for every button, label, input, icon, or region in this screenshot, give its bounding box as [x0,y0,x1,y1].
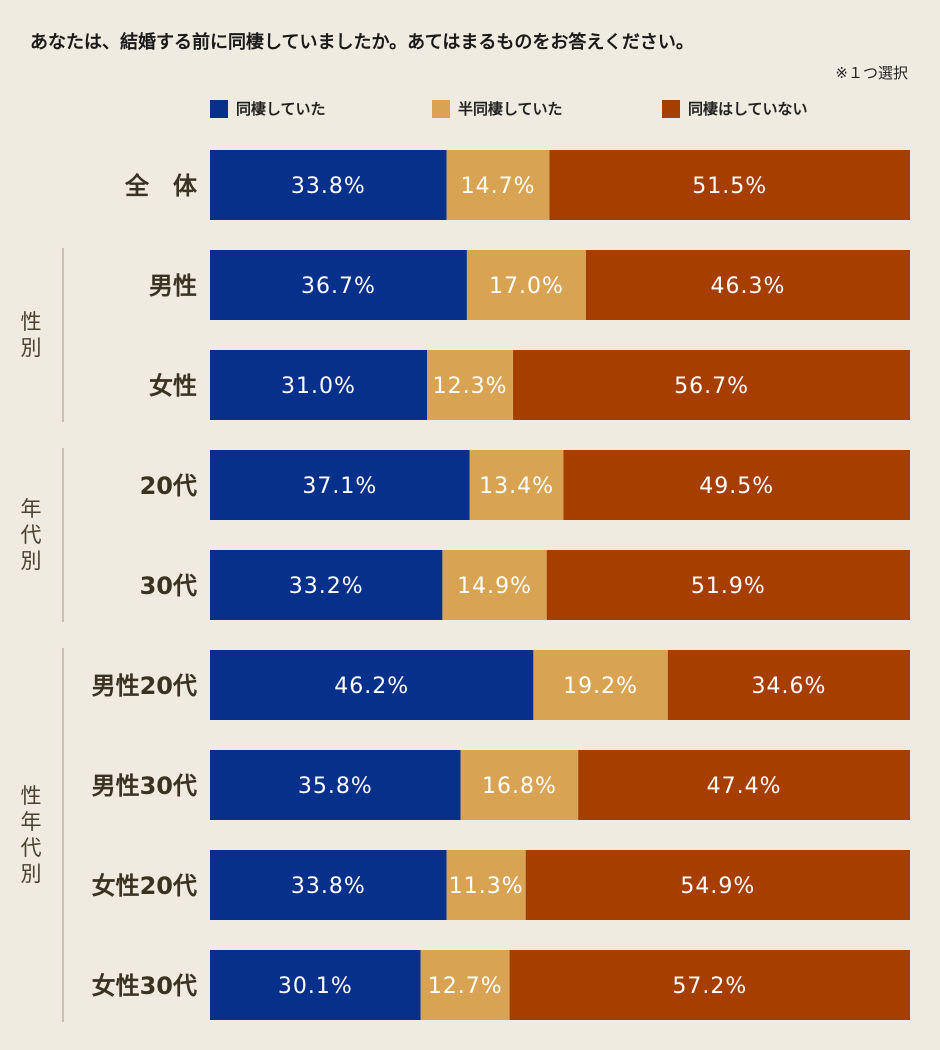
data-label-cohabited: 33.8% [291,874,366,899]
bar-segment-semi-cohabited [446,850,526,920]
legend-swatch-cohabited [210,99,228,118]
data-label-not-cohabited: 46.3% [711,274,786,299]
row-label: 女性 [149,372,197,400]
data-label-not-cohabited: 49.5% [699,474,774,499]
bar-segment-not-cohabited [509,950,910,1020]
bar-segment-not-cohabited [513,350,910,420]
data-label-cohabited: 36.7% [301,274,376,299]
data-label-cohabited: 35.8% [298,774,373,799]
data-label-semi-cohabited: 19.2% [563,674,638,699]
row-label: 女性20代 [92,872,197,900]
legend-label-not-cohabited: 同棲はしていない [688,100,808,118]
bar-segment-semi-cohabited [466,250,586,320]
row-label: 男性20代 [92,672,197,700]
bar-segment-not-cohabited [585,250,910,320]
legend-swatch-not-cohabited [662,99,680,118]
bar-segment-semi-cohabited [442,550,547,620]
data-label-semi-cohabited: 17.0% [489,274,564,299]
bar-segment-semi-cohabited [446,150,550,220]
data-label-semi-cohabited: 11.3% [449,874,524,899]
data-label-not-cohabited: 51.5% [692,174,767,199]
row-label: 男性30代 [92,772,197,800]
row-label: 20代 [140,472,197,500]
data-label-semi-cohabited: 12.3% [433,374,508,399]
row-label: 全 体 [124,172,198,200]
data-label-semi-cohabited: 16.8% [482,774,557,799]
data-label-cohabited: 30.1% [278,974,353,999]
legend-item-semi-cohabited: 半同棲していた [432,98,563,119]
bar-segment-cohabited [210,750,461,820]
data-label-cohabited: 46.2% [334,674,409,699]
group-label: 年代別 [21,497,42,573]
data-label-not-cohabited: 34.6% [751,674,826,699]
data-label-not-cohabited: 51.9% [691,574,766,599]
bar-segment-semi-cohabited [460,750,579,820]
question-title: あなたは、結婚する前に同棲していましたか。あてはまるものをお答えください。 [30,32,694,53]
bar-segment-cohabited [210,950,421,1020]
data-label-cohabited: 37.1% [302,474,377,499]
legend-item-not-cohabited: 同棲はしていない [662,98,808,119]
data-label-cohabited: 31.0% [281,374,356,399]
bar-segment-cohabited [210,550,443,620]
group-label: 性年代別 [21,784,42,886]
bar-segment-semi-cohabited [427,350,514,420]
bar-segment-semi-cohabited [533,650,668,720]
data-label-not-cohabited: 57.2% [672,974,747,999]
data-label-not-cohabited: 54.9% [680,874,755,899]
legend-label-semi-cohabited: 半同棲していた [458,100,563,118]
legend-item-cohabited: 同棲していた [210,98,326,119]
bar-segment-not-cohabited [546,550,910,620]
row-label: 30代 [140,572,197,600]
data-label-cohabited: 33.2% [289,574,364,599]
bar-segment-cohabited [210,150,447,220]
bar-segment-cohabited [210,350,427,420]
bar-segment-cohabited [210,450,470,520]
data-label-semi-cohabited: 14.9% [457,574,532,599]
data-label-cohabited: 33.8% [291,174,366,199]
bar-segment-cohabited [210,250,467,320]
bar-segment-cohabited [210,850,447,920]
legend: 同棲していた 半同棲していた 同棲はしていない [0,98,940,122]
bar-segment-not-cohabited [667,650,910,720]
data-label-not-cohabited: 47.4% [707,774,782,799]
bar-segment-not-cohabited [563,450,910,520]
bar-segment-cohabited [210,650,534,720]
group-label: 性別 [21,310,42,360]
legend-swatch-semi-cohabited [432,99,450,118]
legend-label-cohabited: 同棲していた [236,100,326,118]
data-label-semi-cohabited: 12.7% [428,974,503,999]
data-label-not-cohabited: 56.7% [674,374,749,399]
data-label-semi-cohabited: 13.4% [479,474,554,499]
row-label: 男性 [149,272,197,300]
bar-segment-not-cohabited [525,850,910,920]
bar-segment-not-cohabited [578,750,910,820]
bar-segment-semi-cohabited [469,450,564,520]
selection-note: ※１つ選択 [835,64,908,82]
bar-segment-semi-cohabited [420,950,510,1020]
row-label: 女性30代 [92,972,197,1000]
bar-segment-not-cohabited [549,150,910,220]
data-label-semi-cohabited: 14.7% [461,174,536,199]
